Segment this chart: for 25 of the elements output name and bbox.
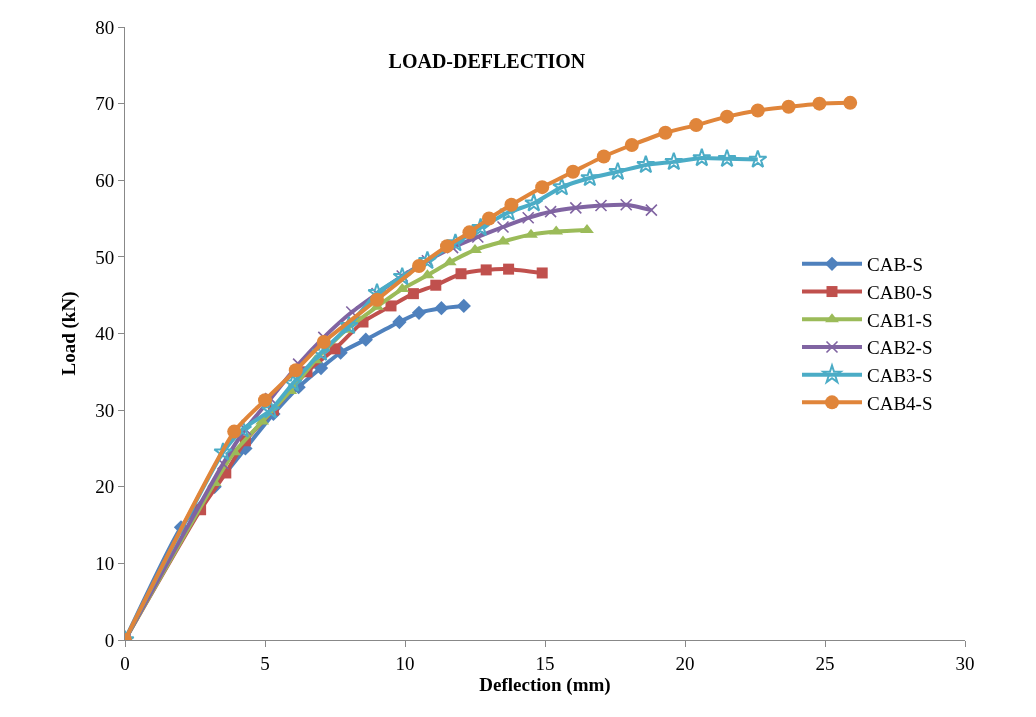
x-axis-title: Deflection (mm) [479,673,611,696]
legend-label: CAB-S [867,254,923,276]
y-tick-label: 60 [95,169,115,191]
text: LOAD-DEFLECTION [388,49,586,72]
x-tick-label: 10 [395,652,415,674]
x-tick-label: 15 [535,652,555,674]
y-tick-label: 70 [95,93,115,115]
y-tick-label: 50 [95,246,115,268]
y-tick-label: 30 [95,399,115,421]
legend-label: CAB4-S [867,392,933,414]
x-tick-label: 0 [120,652,130,674]
x-tick-label: 25 [815,652,835,674]
x-tick-label: 30 [955,652,975,674]
y-axis-title: Load (kN) [58,291,81,376]
y-tick-label: 10 [95,553,115,575]
legend-label: CAB0-S [867,281,933,303]
x-tick-label: 20 [675,652,695,674]
y-tick-label: 40 [95,323,115,345]
y-tick-label: 20 [95,476,115,498]
legend-label: CAB2-S [867,337,933,359]
y-tick-label: 80 [95,16,115,38]
x-tick-label: 5 [260,652,270,674]
legend-label: CAB1-S [867,309,933,331]
legend-label: CAB3-S [867,365,933,387]
y-tick-label: 0 [104,629,115,651]
